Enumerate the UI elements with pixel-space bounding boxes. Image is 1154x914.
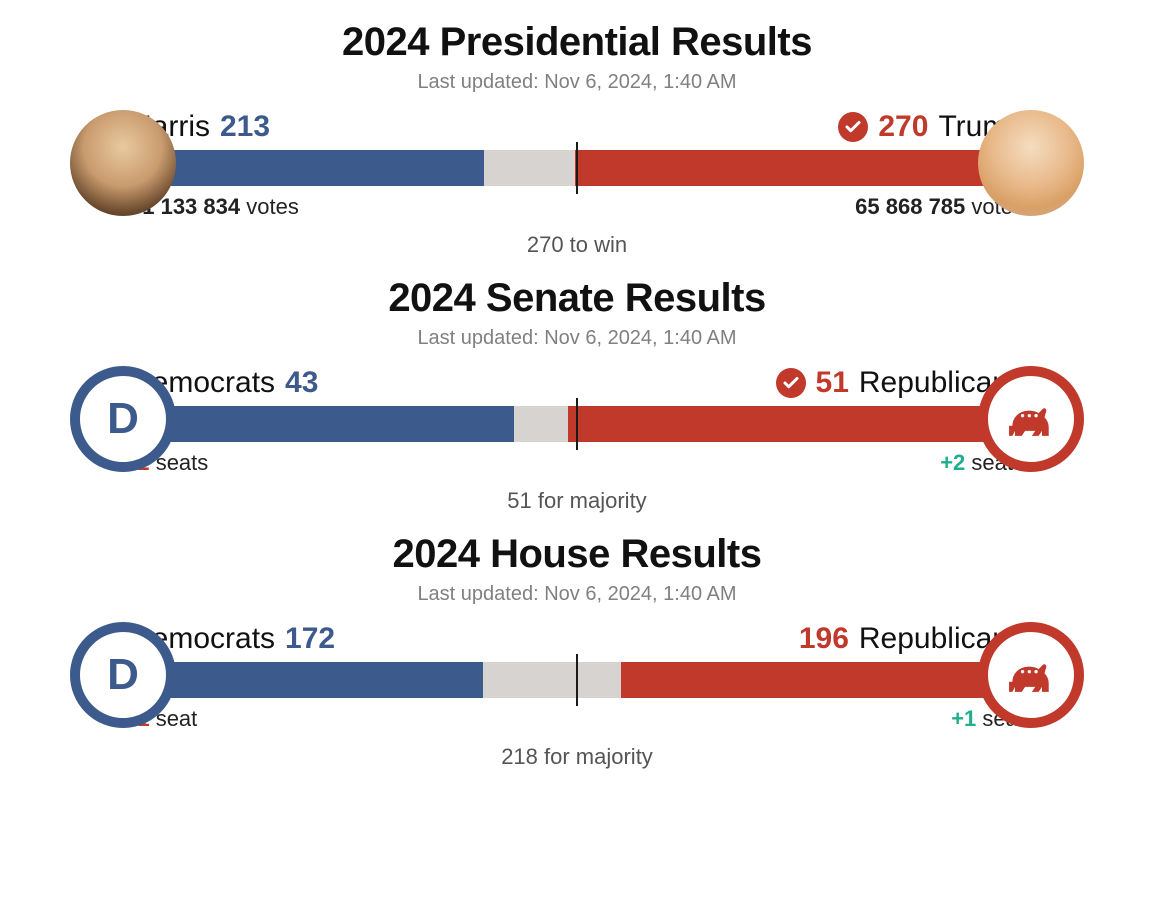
house-updated: Last updated: Nov 6, 2024, 1:40 AM bbox=[0, 583, 1154, 606]
president-race: Harris 213 270 Trump 61 133 834 votes bbox=[0, 110, 1154, 220]
senate-bar-rep bbox=[568, 406, 1024, 442]
dem-logo-icon: D bbox=[70, 622, 176, 728]
president-section: 2024 Presidential Results Last updated: … bbox=[0, 20, 1154, 220]
house-bar-rep bbox=[621, 662, 1024, 698]
president-bar bbox=[70, 150, 1084, 186]
trump-score: 270 bbox=[878, 110, 928, 144]
senate-updated: Last updated: Nov 6, 2024, 1:40 AM bbox=[0, 327, 1154, 350]
senate-race: Democrats 43 51 Republicans D -2 bbox=[0, 366, 1154, 476]
dem-logo-icon: D bbox=[70, 366, 176, 472]
senate-midline bbox=[576, 398, 578, 450]
president-labels-row: Harris 213 270 Trump bbox=[10, 110, 1144, 144]
senate-bar-dem bbox=[130, 406, 514, 442]
rep-logo-icon bbox=[978, 366, 1084, 472]
house-threshold: 218 for majority bbox=[501, 744, 653, 770]
house-section: 2024 House Results Last updated: Nov 6, … bbox=[0, 532, 1154, 732]
senate-threshold: 51 for majority bbox=[507, 488, 646, 514]
trump-avatar bbox=[978, 110, 1084, 216]
harris-avatar bbox=[70, 110, 176, 216]
house-bar: D bbox=[70, 662, 1084, 698]
house-title: 2024 House Results bbox=[0, 532, 1154, 577]
house-rep-score: 196 bbox=[799, 622, 849, 656]
harris-photo-placeholder bbox=[70, 110, 176, 216]
president-title: 2024 Presidential Results bbox=[0, 20, 1154, 65]
senate-section: 2024 Senate Results Last updated: Nov 6,… bbox=[0, 276, 1154, 476]
senate-title: 2024 Senate Results bbox=[0, 276, 1154, 321]
president-threshold: 270 to win bbox=[527, 232, 627, 258]
senate-dem-score: 43 bbox=[285, 366, 318, 400]
president-bar-dem bbox=[130, 150, 484, 186]
winner-check-icon bbox=[776, 368, 806, 398]
president-midline bbox=[576, 142, 578, 194]
winner-check-icon bbox=[838, 112, 868, 142]
trump-votes-num: 65 868 785 bbox=[855, 194, 965, 219]
house-rep-delta-num: +1 bbox=[951, 706, 976, 731]
house-dem-score: 172 bbox=[285, 622, 335, 656]
president-bar-rep bbox=[575, 150, 1024, 186]
senate-labels-row: Democrats 43 51 Republicans bbox=[10, 366, 1144, 400]
senate-rep-delta-num: +2 bbox=[940, 450, 965, 475]
president-updated: Last updated: Nov 6, 2024, 1:40 AM bbox=[0, 71, 1154, 94]
senate-bar: D bbox=[70, 406, 1084, 442]
house-race: Democrats 172 196 Republicans D -1 seat bbox=[0, 622, 1154, 732]
senate-dem-delta-word: seats bbox=[156, 450, 209, 475]
rep-logo-icon bbox=[978, 622, 1084, 728]
senate-rep-score: 51 bbox=[816, 366, 849, 400]
house-bar-dem bbox=[130, 662, 483, 698]
harris-score: 213 bbox=[220, 110, 270, 144]
house-labels-row: Democrats 172 196 Republicans bbox=[10, 622, 1144, 656]
harris-votes-word: votes bbox=[246, 194, 299, 219]
house-midline bbox=[576, 654, 578, 706]
trump-photo-placeholder bbox=[978, 110, 1084, 216]
